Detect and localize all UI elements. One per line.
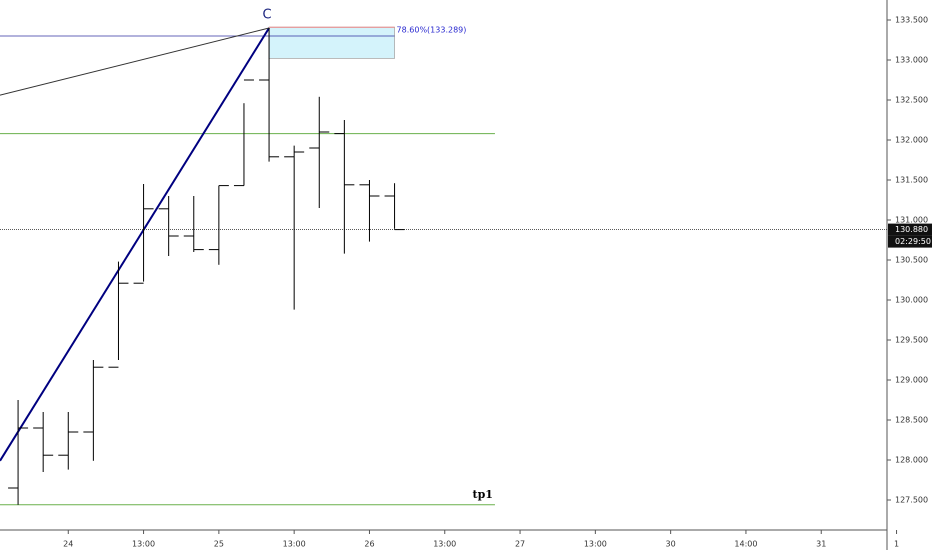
x-tick-label: 30 [666,540,676,549]
trend-line [0,27,270,96]
last-price-box [888,223,932,236]
y-tick-label: 130.500 [895,256,928,265]
x-tick-label: 25 [214,540,224,549]
x-tick-label: 31 [816,540,826,549]
y-tick-label: 132.500 [895,96,928,105]
x-tick-label: 26 [364,540,374,549]
y-tick-label: 132.000 [895,136,928,145]
x-tick-label: 24 [63,540,73,549]
x-tick-label: 1 [894,540,899,549]
y-tick-label: 129.500 [895,336,928,345]
y-tick-label: 131.000 [895,216,928,225]
y-tick-label: 129.000 [895,376,928,385]
x-tick-label: 13:00 [433,540,456,549]
x-tick-label: 13:00 [584,540,607,549]
y-tick-label: 127.500 [895,496,928,505]
countdown-box [888,235,932,248]
x-tick-label: 14:00 [734,540,757,549]
level-label: tp1 [473,488,493,501]
y-tick-label: 131.500 [895,176,928,185]
x-tick-label: 27 [515,540,525,549]
y-tick-label: 128.500 [895,416,928,425]
x-tick-label: 13:00 [132,540,155,549]
y-tick-label: 133.000 [895,56,928,65]
point-label: C [263,8,272,23]
trend-line [0,27,270,462]
x-tick-label: 13:00 [283,540,306,549]
y-tick-label: 128.000 [895,456,928,465]
countdown-label: 02:29:50 [895,237,931,246]
last-price-label: 130.880 [895,225,928,234]
fib-zone [268,26,395,59]
y-tick-label: 130.000 [895,296,928,305]
fib-label: 78.60%(133.289) [397,26,467,35]
y-tick-label: 133.500 [895,16,928,25]
